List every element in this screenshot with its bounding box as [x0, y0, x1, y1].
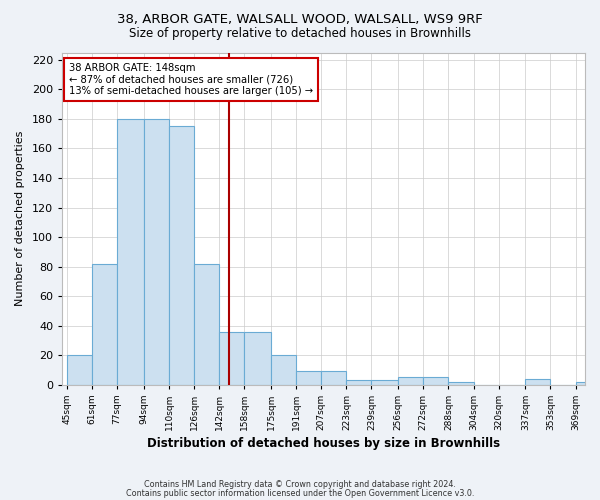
- Text: Contains public sector information licensed under the Open Government Licence v3: Contains public sector information licen…: [126, 488, 474, 498]
- Bar: [144, 119, 169, 384]
- Bar: [371, 380, 398, 384]
- Text: Contains HM Land Registry data © Crown copyright and database right 2024.: Contains HM Land Registry data © Crown c…: [144, 480, 456, 489]
- Bar: [296, 372, 321, 384]
- Bar: [67, 355, 92, 384]
- Bar: [321, 372, 346, 384]
- Bar: [398, 378, 423, 384]
- Text: Size of property relative to detached houses in Brownhills: Size of property relative to detached ho…: [129, 28, 471, 40]
- Bar: [117, 119, 144, 384]
- Bar: [346, 380, 371, 384]
- Bar: [575, 382, 600, 384]
- Bar: [194, 264, 219, 384]
- X-axis label: Distribution of detached houses by size in Brownhills: Distribution of detached houses by size …: [147, 437, 500, 450]
- Bar: [423, 378, 448, 384]
- Bar: [92, 264, 117, 384]
- Y-axis label: Number of detached properties: Number of detached properties: [15, 131, 25, 306]
- Bar: [448, 382, 473, 384]
- Bar: [244, 332, 271, 384]
- Bar: [219, 332, 244, 384]
- Text: 38 ARBOR GATE: 148sqm
← 87% of detached houses are smaller (726)
13% of semi-det: 38 ARBOR GATE: 148sqm ← 87% of detached …: [68, 63, 313, 96]
- Bar: [169, 126, 194, 384]
- Text: 38, ARBOR GATE, WALSALL WOOD, WALSALL, WS9 9RF: 38, ARBOR GATE, WALSALL WOOD, WALSALL, W…: [117, 12, 483, 26]
- Bar: [271, 355, 296, 384]
- Bar: [526, 378, 550, 384]
